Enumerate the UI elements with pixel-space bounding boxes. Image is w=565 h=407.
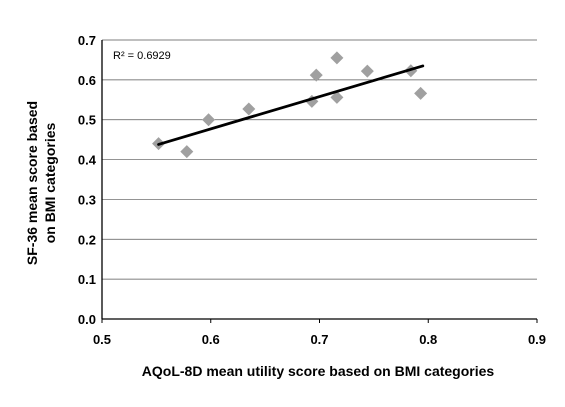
y-tick-label: 0.1 [78,272,96,287]
x-tick-labels: 0.5 0.6 0.7 0.8 0.9 [93,319,546,347]
data-point-9 [360,64,374,78]
y-tick-label: 0.5 [78,113,96,128]
gridlines [102,39,537,280]
axes [101,40,537,320]
x-tick-label: 0.7 [310,332,328,347]
data-points [152,51,428,159]
x-axis-title: AQoL-8D mean utility score based on BMI … [142,363,495,379]
y-tick-label: 0.6 [78,73,96,88]
y-tick-label: 0.3 [78,192,96,207]
data-point-6 [309,68,323,82]
y-tick-label: 0.7 [78,33,96,48]
r-squared-annotation: R² = 0.6929 [113,50,171,62]
y-axis-title-line-1: SF-36 mean score based [24,101,40,265]
y-tick-label: 0.0 [78,312,96,327]
trendline [157,64,425,146]
x-tick-label: 0.6 [202,332,220,347]
data-point-4 [242,102,256,116]
data-point-8 [330,90,344,104]
y-tick-label: 0.4 [78,153,97,168]
x-tick-label: 0.8 [419,332,437,347]
data-point-7 [330,51,344,65]
data-point-3 [202,113,216,127]
y-axis-title-line-2: on BMI categories [42,123,58,244]
y-tick-labels: 0.0 0.1 0.2 0.3 0.4 0.5 0.6 0.7 [78,33,97,327]
trendline-line [157,64,425,146]
x-tick-label: 0.9 [528,332,546,347]
x-tick-label: 0.5 [93,332,111,347]
data-point-11 [414,86,428,100]
y-tick-label: 0.2 [78,232,96,247]
data-point-2 [180,145,194,159]
